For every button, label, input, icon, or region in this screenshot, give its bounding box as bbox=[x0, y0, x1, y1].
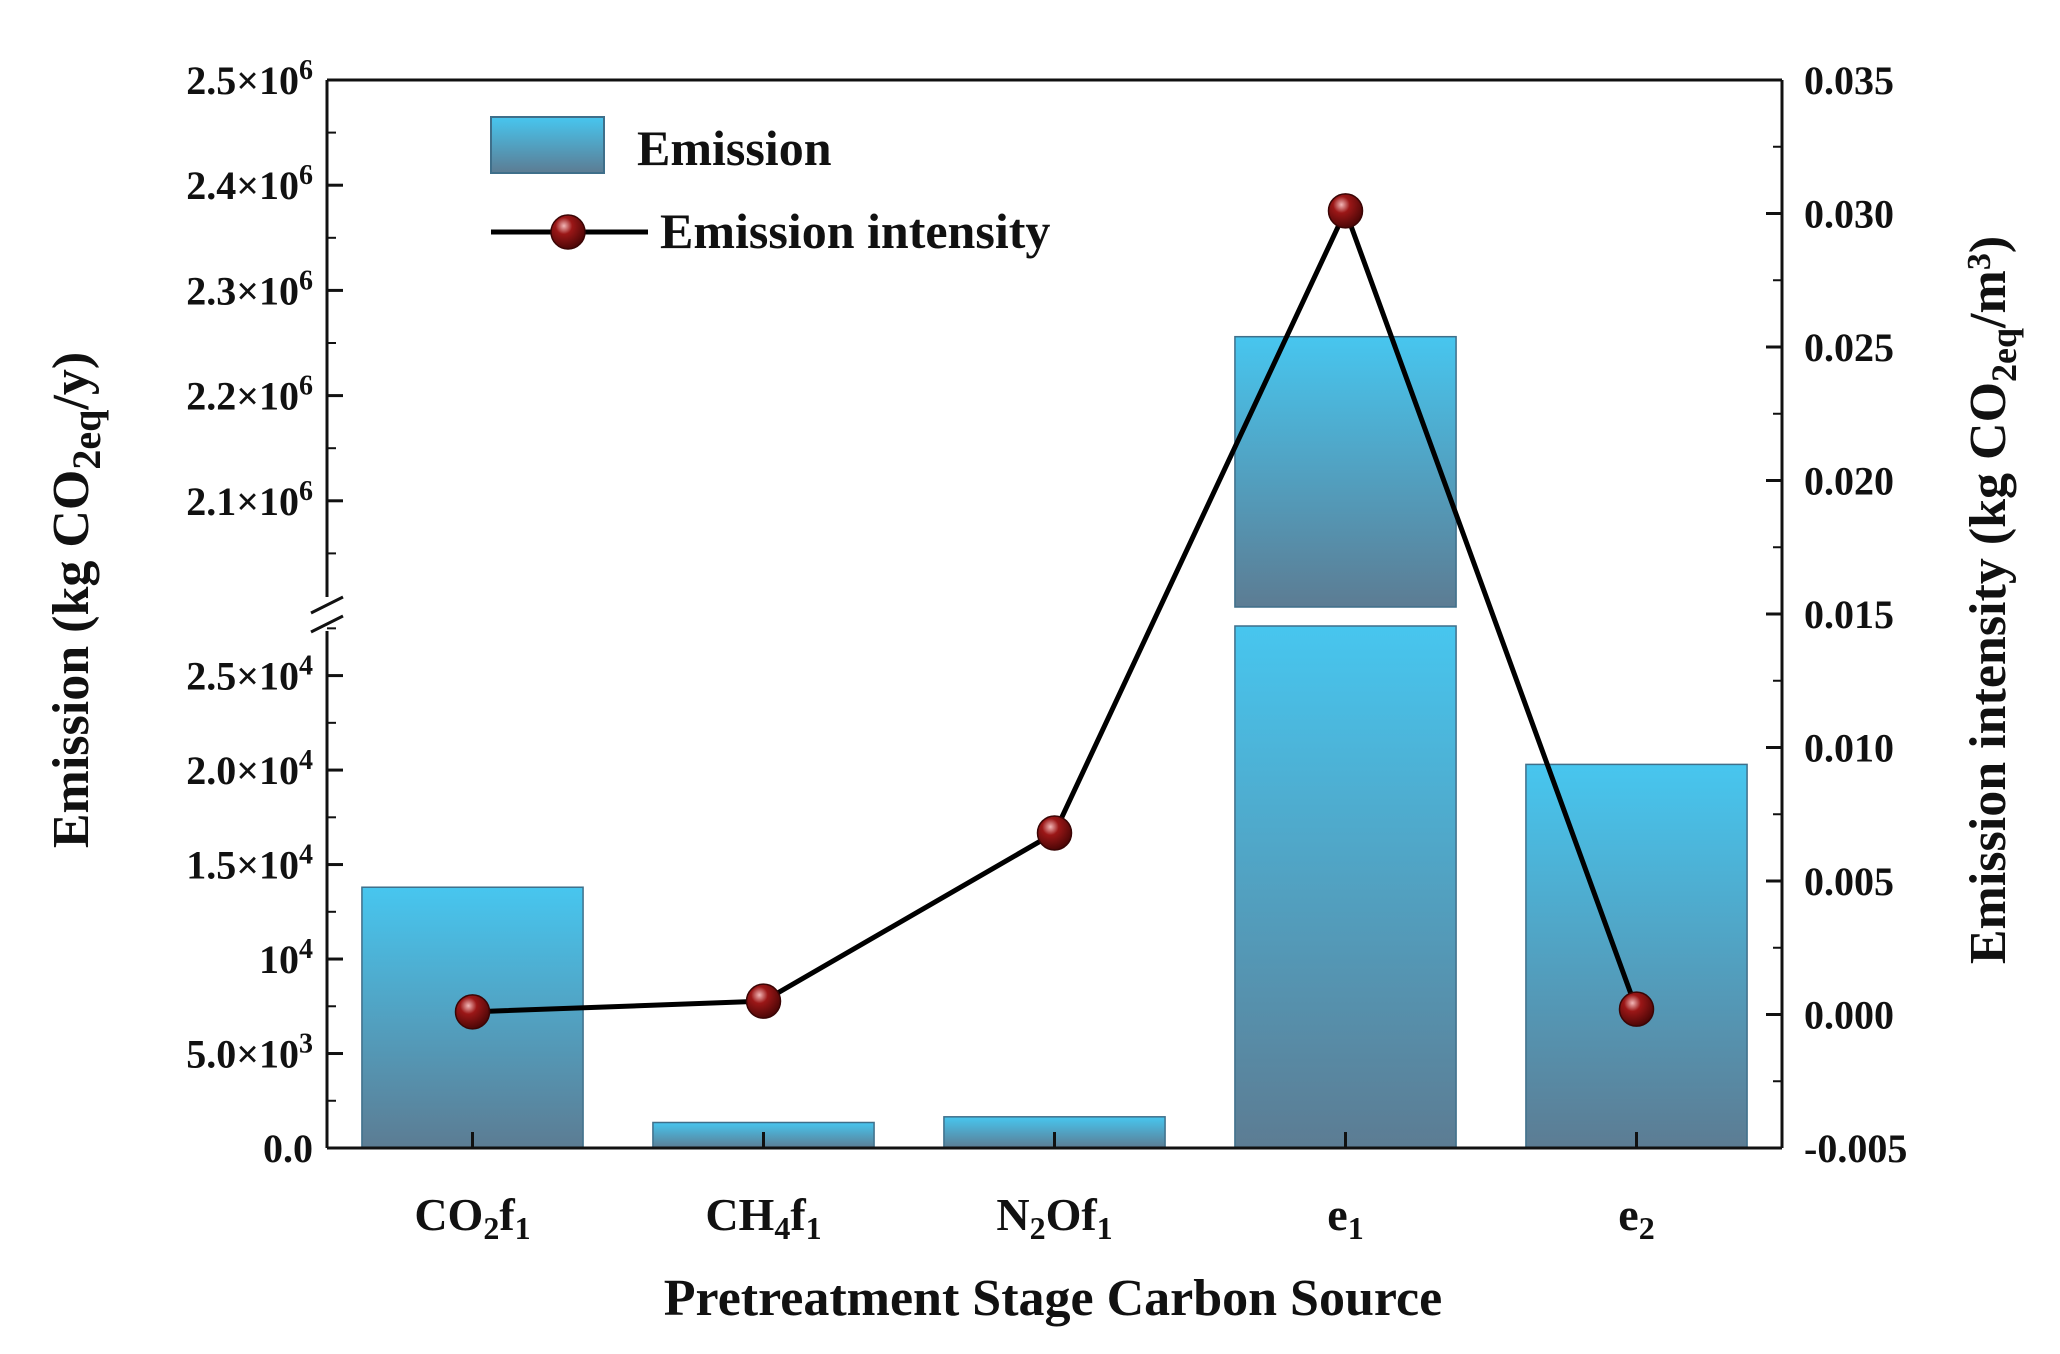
x-axis-title: Pretreatment Stage Carbon Source bbox=[664, 1270, 1442, 1327]
left-y-axis: 0.0 5.0×103 104 1.5×104 2.0×104 2.5×104 2.1×10… bbox=[186, 55, 343, 1171]
intensity-point bbox=[745, 983, 782, 1019]
legend-label-intensity: Emission intensity bbox=[660, 203, 1050, 259]
y2-tick-label: 0.020 bbox=[1804, 459, 1894, 504]
emission-bars bbox=[361, 335, 1748, 1149]
x-tick-label: e1 bbox=[1327, 1189, 1363, 1246]
x-tick-label: CO2f1 bbox=[414, 1189, 530, 1246]
y-tick-label: 5.0×103 bbox=[186, 1028, 313, 1076]
legend: Emission Emission intensity bbox=[490, 116, 1050, 259]
y-tick-label: 2.1×106 bbox=[186, 475, 313, 523]
y-tick-label: 2.4×106 bbox=[186, 160, 313, 208]
x-tick-label: CH4f1 bbox=[705, 1189, 821, 1246]
y2-tick-label: -0.005 bbox=[1804, 1126, 1907, 1171]
y-tick-label: 1.5×104 bbox=[186, 839, 313, 887]
intensity-point bbox=[454, 994, 491, 1030]
right-y-axis: -0.005 0.000 0.005 0.010 0.015 0.020 0.025 0.03… bbox=[1766, 58, 1907, 1171]
intensity-line-path bbox=[472, 204, 1639, 1015]
x-tick-label: e2 bbox=[1618, 1189, 1654, 1246]
y2-tick-label: 0.025 bbox=[1804, 325, 1894, 370]
intensity-point bbox=[1618, 991, 1655, 1027]
legend-swatch-emission bbox=[490, 116, 605, 174]
legend-label-emission: Emission bbox=[637, 120, 832, 176]
y-tick-label: 104 bbox=[259, 934, 313, 982]
y-tick-label: 2.0×104 bbox=[186, 745, 313, 793]
y2-tick-label: 0.035 bbox=[1804, 58, 1894, 103]
y-tick-label: 2.3×106 bbox=[186, 265, 313, 313]
emission-bar bbox=[1525, 763, 1748, 1149]
x-axis: CO2f1 CH4f1 N2Of1 e1 e2 bbox=[414, 1132, 1655, 1246]
y-tick-label: 0.0 bbox=[263, 1126, 313, 1171]
y-tick-label: 2.2×106 bbox=[186, 370, 313, 418]
legend-swatch-marker bbox=[550, 214, 586, 250]
y-tick-label: 2.5×106 bbox=[186, 55, 313, 103]
y2-tick-label: 0.030 bbox=[1804, 192, 1894, 237]
y2-tick-label: 0.010 bbox=[1804, 726, 1894, 771]
x-tick-label: N2Of1 bbox=[996, 1189, 1112, 1246]
axis-break-mark-upper bbox=[310, 595, 344, 615]
intensity-point bbox=[1036, 815, 1073, 851]
emission-bar-upper bbox=[1234, 335, 1457, 608]
y2-tick-label: 0.000 bbox=[1804, 993, 1894, 1038]
y2-tick-label: 0.005 bbox=[1804, 859, 1894, 904]
axis-break-mark-lower bbox=[310, 614, 344, 634]
y-axis-title: Emission (kg CO2eq/y) bbox=[43, 352, 109, 848]
y2-axis-title: Emission intensity (kg CO2eq/m3) bbox=[1960, 236, 2024, 964]
y-tick-label: 2.5×104 bbox=[186, 650, 313, 698]
emission-bar-lower bbox=[1234, 625, 1457, 1149]
intensity-point bbox=[1327, 193, 1364, 229]
emission-intensity-line bbox=[454, 193, 1655, 1030]
y2-tick-label: 0.015 bbox=[1804, 592, 1894, 637]
